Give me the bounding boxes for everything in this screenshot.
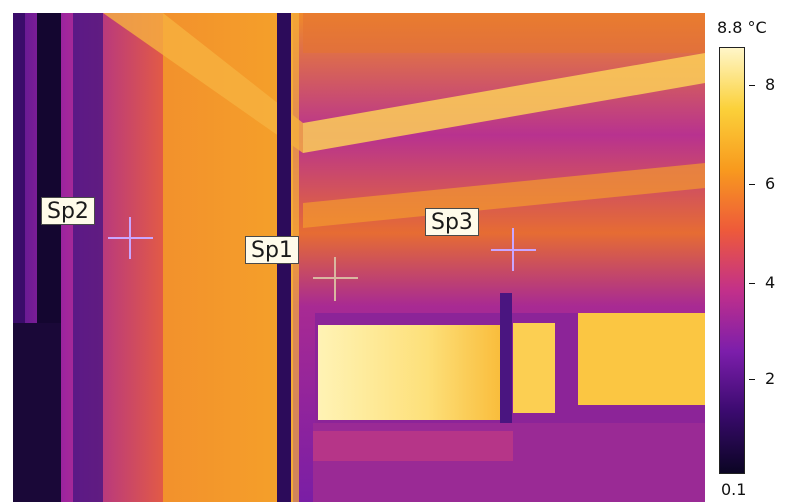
- scale-tick-label: 8: [765, 75, 776, 94]
- color-scale-bar: [719, 47, 745, 474]
- thermal-image: [13, 13, 705, 502]
- scale-tick: [749, 283, 755, 284]
- scale-unit: °C: [747, 18, 767, 37]
- scale-tick: [749, 184, 755, 185]
- scale-tick-label: 6: [765, 174, 776, 193]
- scale-tick: [749, 379, 755, 380]
- scale-max: 8.8 °C: [717, 18, 767, 37]
- spot-label-sp1: Sp1: [245, 236, 299, 264]
- scale-min-value: 0.1: [721, 480, 747, 499]
- scale-tick-label: 4: [765, 273, 776, 292]
- spot-label-sp3: Sp3: [425, 208, 479, 236]
- scale-tick-label: 2: [765, 369, 776, 388]
- spot-label-sp2: Sp2: [41, 197, 95, 225]
- scale-tick: [749, 85, 755, 86]
- scale-max-value: 8.8: [717, 18, 743, 37]
